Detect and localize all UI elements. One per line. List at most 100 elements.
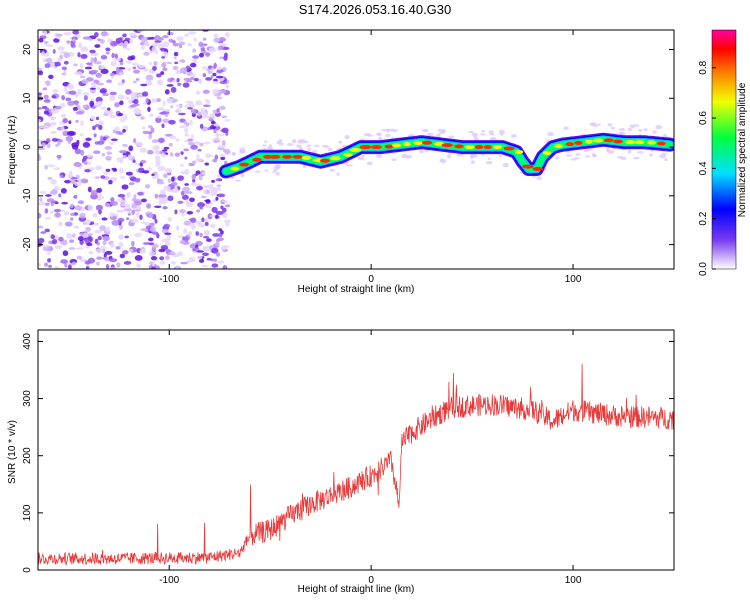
snr-xtick-label: -100 [159, 575, 179, 586]
noise-blob [211, 179, 216, 183]
noise-blob [130, 91, 139, 98]
noise-blob [174, 209, 178, 215]
noise-blob [163, 223, 171, 228]
noise-blob [76, 247, 84, 250]
ridge-hotspot [574, 140, 583, 145]
noise-blob [212, 233, 220, 237]
noise-blob [154, 40, 162, 43]
noise-blob [221, 200, 228, 203]
noise-blob [166, 61, 172, 65]
snr-xtick-label: 100 [565, 575, 582, 586]
halo-blob [235, 179, 241, 182]
halo-blob [664, 157, 668, 162]
noise-blob [47, 164, 56, 168]
ridge-hotspot [624, 140, 636, 145]
noise-blob [73, 225, 80, 230]
noise-blob [117, 82, 124, 86]
ridge-hotspot [301, 155, 312, 160]
colorbar-tick-label: 0.4 [698, 161, 709, 175]
noise-blob [109, 91, 117, 96]
noise-blob [134, 232, 142, 237]
noise-blob [205, 52, 211, 57]
noise-blob [210, 258, 214, 262]
noise-blob [42, 244, 50, 248]
noise-blob [192, 222, 196, 228]
noise-blob [96, 256, 103, 260]
colorbar-tick-label: 0.2 [698, 211, 709, 225]
noise-blob [84, 66, 92, 70]
noise-blob [79, 149, 85, 156]
noise-blob [172, 65, 179, 71]
halo-blob [346, 164, 353, 167]
noise-blob [212, 88, 220, 95]
noise-blob [85, 226, 91, 232]
noise-blob [215, 252, 221, 257]
noise-blob [104, 250, 113, 255]
noise-blob [74, 148, 82, 155]
noise-blob [215, 178, 222, 182]
noise-blob [94, 229, 102, 234]
halo-blob [240, 173, 245, 178]
noise-blob [189, 197, 195, 203]
noise-blob [105, 51, 110, 55]
noise-blob [159, 260, 166, 265]
noise-blob [220, 230, 224, 235]
noise-blob [197, 202, 205, 208]
noise-blob [202, 104, 211, 107]
noise-blob [50, 108, 59, 114]
noise-blob [38, 212, 42, 219]
noise-blob [82, 155, 88, 160]
noise-blob [204, 221, 209, 227]
noise-blob [161, 196, 169, 203]
halo-blob [297, 140, 303, 144]
noise-blob [106, 109, 114, 116]
ridge-hotspot [603, 138, 614, 143]
noise-blob [38, 154, 41, 161]
noise-blob [161, 153, 167, 158]
noise-blob [95, 248, 104, 253]
noise-blob [177, 175, 185, 181]
noise-blob [61, 94, 66, 101]
halo-blob [327, 147, 333, 152]
noise-blob [93, 61, 102, 65]
noise-blob [122, 128, 126, 133]
noise-blob [204, 162, 210, 166]
noise-blob [97, 38, 102, 42]
noise-blob [44, 262, 49, 267]
noise-blob [213, 140, 221, 143]
noise-blob [211, 121, 216, 125]
noise-blob [94, 124, 101, 128]
noise-blob [176, 77, 180, 83]
noise-blob [39, 197, 43, 202]
noise-blob [144, 222, 150, 227]
halo-blob [643, 128, 648, 132]
noise-blob [60, 102, 66, 109]
noise-blob [195, 109, 199, 114]
halo-blob [502, 162, 509, 168]
noise-blob [153, 60, 158, 66]
noise-blob [97, 197, 102, 201]
noise-blob [63, 60, 69, 65]
noise-blob [218, 193, 226, 198]
noise-blob [181, 213, 185, 217]
noise-blob [141, 126, 146, 130]
noise-blob [40, 231, 47, 234]
noise-blob [133, 98, 139, 105]
noise-blob [77, 236, 84, 242]
noise-blob [100, 246, 107, 249]
noise-blob [148, 250, 156, 257]
noise-blob [90, 52, 99, 57]
noise-blob [38, 112, 41, 116]
noise-blob [179, 44, 183, 49]
noise-blob [132, 66, 137, 70]
halo-blob [366, 133, 373, 137]
noise-blob [38, 70, 44, 76]
colorbar-tick-label: 0.8 [698, 60, 709, 74]
noise-blob [80, 53, 88, 59]
halo-blob [357, 157, 362, 160]
halo-blob [446, 154, 452, 159]
noise-blob [94, 44, 101, 48]
noise-blob [164, 108, 171, 112]
halo-blob [438, 132, 443, 135]
noise-blob [88, 251, 94, 255]
